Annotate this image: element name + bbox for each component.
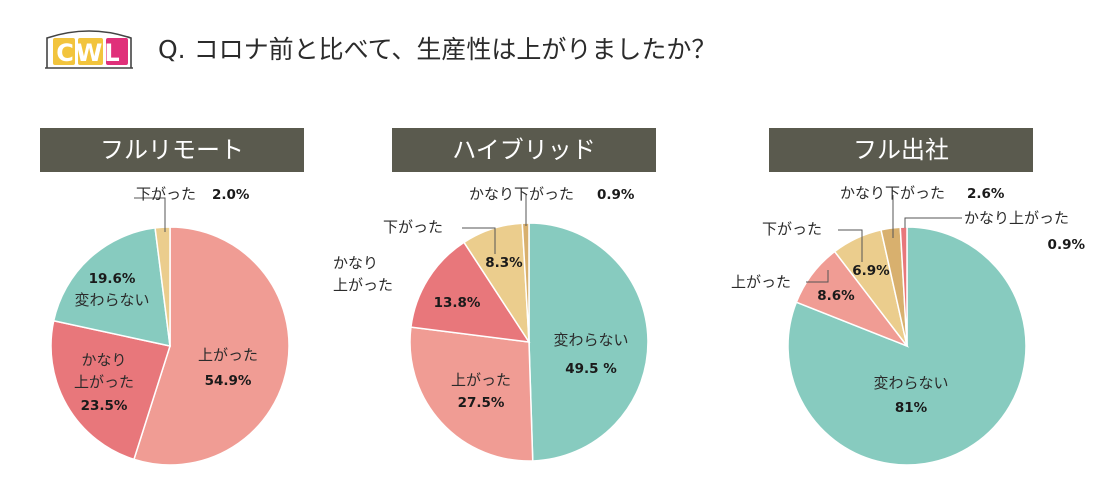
fr-down-label: 下がった [136,185,196,203]
pie-slice-0-2 [52,227,171,347]
of-down-pct: 6.9% [852,263,890,279]
of-up-label: 上がった [731,273,791,291]
pie-slice-1-0 [528,222,649,462]
hy-down-much-label: かなり下がった [469,185,574,203]
fr-same-label: 変わらない [74,291,149,309]
pie-hybrid [409,222,649,462]
chart-title-hybrid: ハイブリッド [392,128,656,172]
leader-hybrid-down [462,227,496,254]
hy-up-much-label-2: 上がった [333,276,393,294]
of-down-label: 下がった [762,220,822,238]
leader-office-up [806,270,829,283]
fr-up-label: 上がった [198,346,258,364]
of-up-much-pct: 0.9% [1048,237,1086,253]
hy-same-label: 変わらない [553,331,628,349]
pie-slice-0-3 [154,226,171,347]
logo-text: CWL [56,39,121,67]
hy-down-pct: 8.3% [485,255,523,271]
fr-same-pct: 19.6% [89,271,136,287]
fr-up-much-label-2: 上がった [74,373,134,391]
pie-full-remote [50,226,290,466]
leader-lines [134,195,962,283]
leader-full-remote-down [134,197,166,232]
of-down-much-label: かなり下がった [840,184,945,202]
hy-up-pct: 27.5% [458,395,505,411]
pie-slice-2-4 [899,226,908,347]
page-title: Q. コロナ前と比べて、生産性は上がりましたか？ [158,35,717,64]
chart-title-full-remote: フルリモート [40,128,304,172]
fr-up-much-pct: 23.5% [81,398,128,414]
pie-slice-1-1 [409,326,534,462]
pie-slice-2-0 [787,226,1027,466]
cwl-logo: CWL [45,30,133,69]
fr-down-pct: 2.0% [212,187,250,203]
of-same-label: 変わらない [873,374,948,392]
pie-office [787,226,1027,466]
pie-slice-1-2 [410,241,531,343]
of-down-much-pct: 2.6% [967,186,1005,202]
of-up-much-label: かなり上がった [964,209,1069,227]
pie-slice-0-0 [132,226,290,466]
of-same-pct: 81% [895,400,928,416]
leader-office-up-much [904,217,962,228]
hy-up-much-pct: 13.8% [434,295,481,311]
chart-title-office: フル出社 [769,128,1033,172]
hy-down-label: 下がった [383,218,443,236]
of-up-pct: 8.6% [817,288,855,304]
fr-up-much-label-1: かなり [81,351,126,369]
leader-office-down [838,229,863,262]
pie-slice-0-1 [50,319,171,461]
fr-up-pct: 54.9% [205,373,252,389]
hy-down-much-pct: 0.9% [597,187,635,203]
hy-same-pct: 49.5 % [565,361,617,377]
hy-up-much-label-1: かなり [333,254,378,272]
hy-up-label: 上がった [451,371,511,389]
